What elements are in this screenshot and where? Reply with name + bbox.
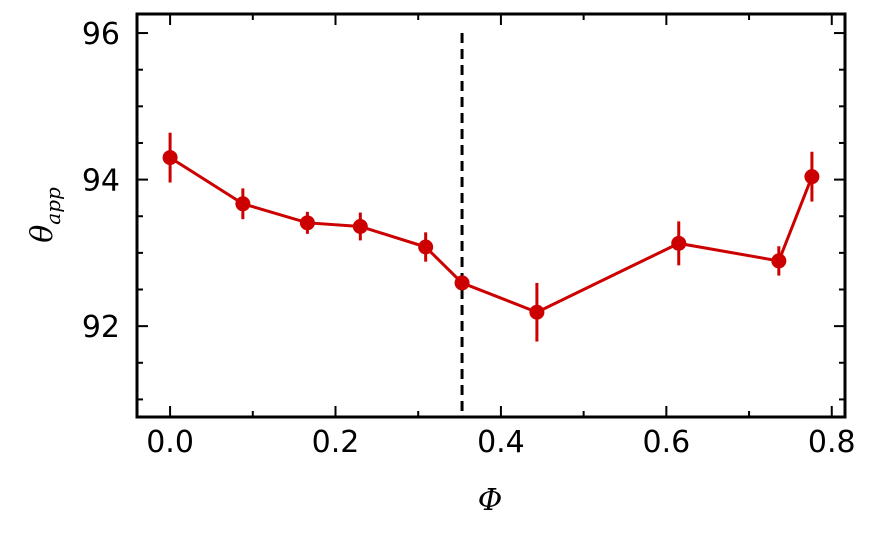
data-point [162, 150, 178, 166]
y-tick-label: 94 [82, 164, 120, 199]
data-point [529, 304, 545, 320]
data-point [804, 169, 820, 185]
plot-frame [135, 12, 847, 419]
data-point [418, 239, 434, 255]
y-axis-label-subscript: app [41, 187, 65, 225]
y-tick-label: 92 [82, 310, 120, 345]
data-point [771, 253, 787, 269]
series-line [169, 156, 814, 314]
x-axis-label: Φ [478, 483, 503, 518]
data-point [671, 235, 687, 251]
data-point [299, 215, 315, 231]
data-point [454, 275, 470, 291]
y-axis-label-group: θapp [25, 187, 65, 243]
x-tick-label: 0.8 [808, 425, 856, 460]
x-tick-label: 0.4 [477, 425, 525, 460]
y-axis-label-symbol: θ [25, 225, 60, 243]
data-point [235, 196, 251, 212]
y-axis-label: θapp [25, 187, 65, 243]
x-tick-label: 0.6 [642, 425, 690, 460]
data-point [352, 218, 368, 234]
x-tick-label: 0.0 [146, 425, 194, 460]
x-tick-label: 0.2 [312, 425, 360, 460]
y-tick-label: 96 [82, 17, 120, 52]
